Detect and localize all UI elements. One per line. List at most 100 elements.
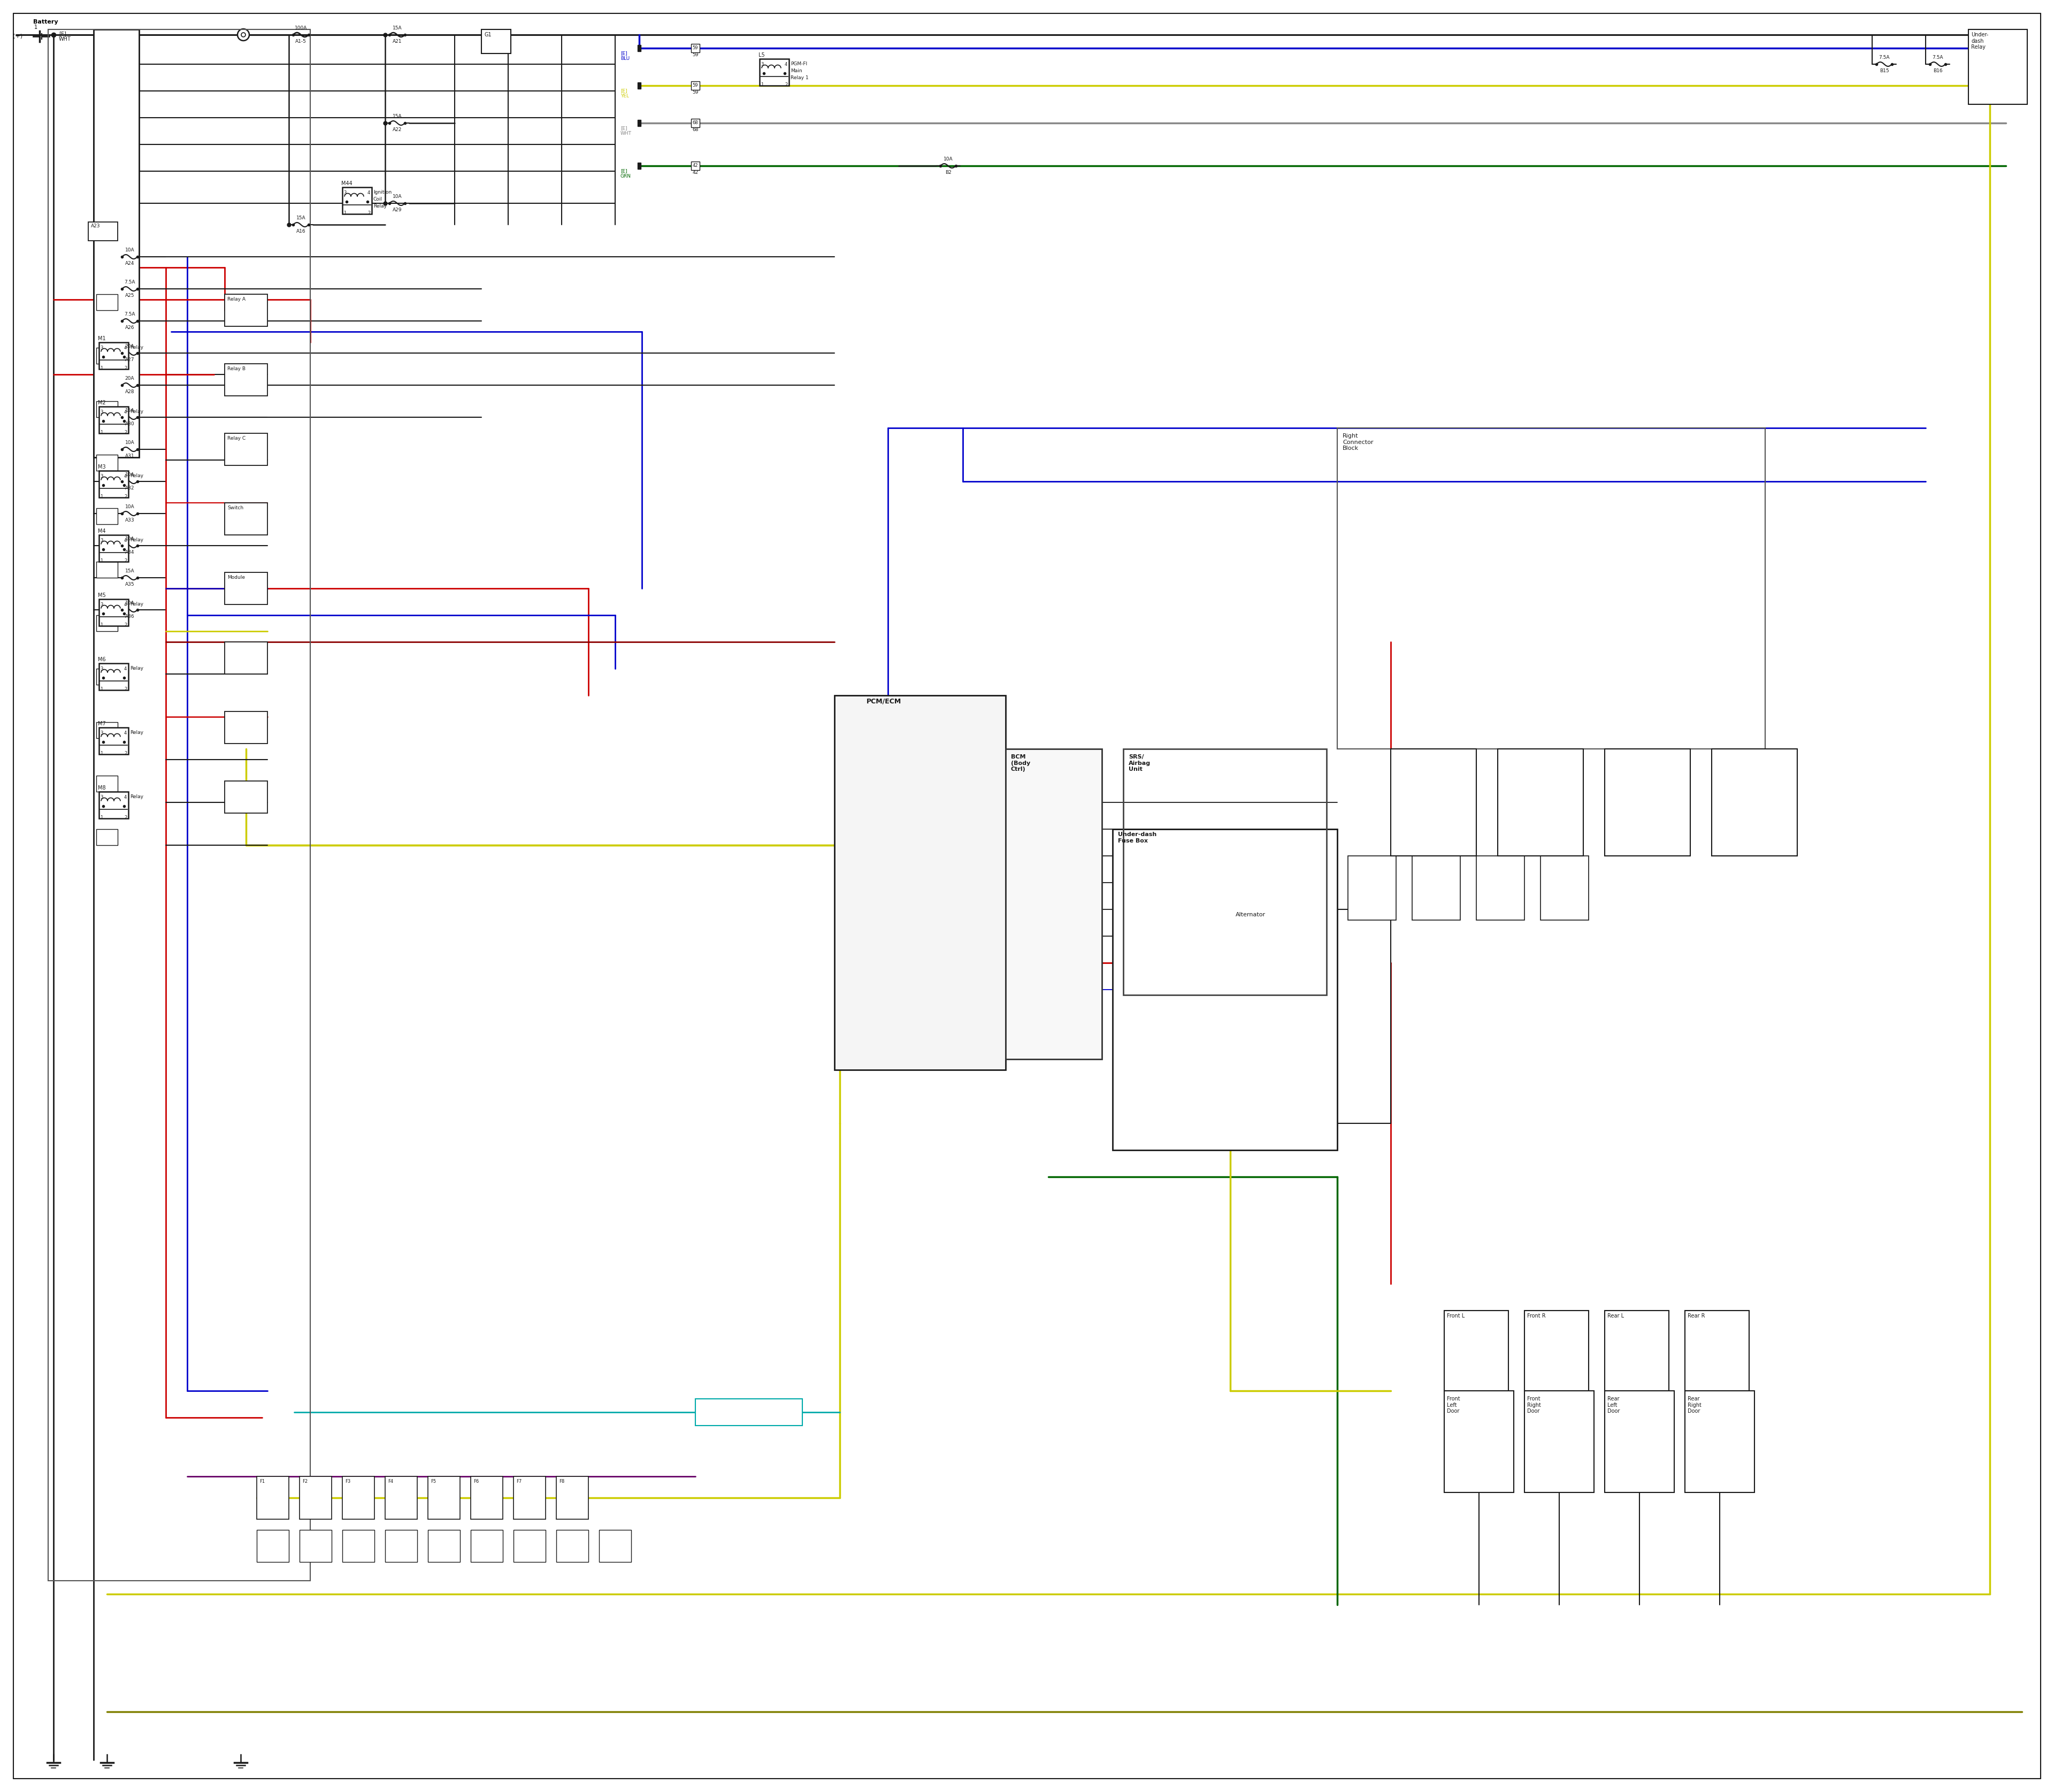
Bar [343, 1477, 374, 1520]
Text: Front
Left
Door: Front Left Door [1446, 1396, 1460, 1414]
Text: 2: 2 [123, 495, 127, 500]
Bar [97, 615, 117, 631]
Text: A33: A33 [125, 518, 134, 523]
Text: M6: M6 [99, 658, 105, 663]
Bar [1968, 29, 2027, 104]
Text: Front L: Front L [1446, 1314, 1465, 1319]
Bar [97, 401, 117, 418]
Bar [1006, 749, 1101, 1059]
Text: Relay: Relay [374, 204, 386, 208]
Text: M3: M3 [99, 464, 105, 470]
Bar [1230, 909, 1391, 1124]
Text: Battery: Battery [33, 20, 58, 25]
Text: 10A: 10A [125, 504, 134, 509]
Text: 3: 3 [101, 473, 103, 478]
Bar [514, 1477, 546, 1520]
Bar [97, 561, 117, 577]
Bar [257, 1477, 290, 1520]
Bar [1391, 749, 1477, 857]
Text: 7.5A: 7.5A [123, 312, 136, 317]
Bar [99, 342, 127, 369]
Text: Relay B: Relay B [228, 366, 246, 371]
Text: 3: 3 [101, 346, 103, 351]
Text: [E]: [E] [60, 30, 66, 36]
Bar [514, 1530, 546, 1563]
Text: 3: 3 [343, 190, 347, 195]
Text: Front R: Front R [1526, 1314, 1547, 1319]
Text: M1: M1 [99, 335, 105, 340]
Text: A35: A35 [125, 582, 134, 586]
Text: Alternator: Alternator [1237, 912, 1265, 918]
Text: 2: 2 [123, 559, 127, 563]
Bar [97, 668, 117, 685]
Bar [97, 348, 117, 364]
Text: Rear L: Rear L [1608, 1314, 1625, 1319]
Bar [224, 711, 267, 744]
Bar [1604, 1310, 1668, 1391]
Text: 68: 68 [692, 120, 698, 125]
Text: 2: 2 [368, 211, 370, 215]
Bar [690, 81, 700, 90]
Text: Module: Module [228, 575, 244, 581]
Text: 15A: 15A [296, 215, 306, 220]
Text: 15A: 15A [392, 115, 403, 118]
Text: [E]: [E] [620, 88, 626, 93]
Text: Under-dash
Fuse Box: Under-dash Fuse Box [1117, 831, 1156, 844]
Text: Relay: Relay [129, 794, 144, 799]
Text: A30: A30 [125, 421, 134, 426]
Text: A21: A21 [392, 39, 403, 43]
Bar [386, 1530, 417, 1563]
Text: 2: 2 [785, 82, 787, 88]
Text: 1: 1 [101, 430, 103, 435]
Text: WHT: WHT [60, 36, 72, 41]
Text: F3: F3 [345, 1478, 351, 1484]
Bar [257, 1530, 290, 1563]
Bar [1684, 1310, 1750, 1391]
Circle shape [238, 29, 249, 41]
Text: M8: M8 [99, 785, 105, 790]
Text: Right
Connector
Block: Right Connector Block [1343, 434, 1374, 452]
Text: A36: A36 [125, 615, 134, 618]
Text: 4: 4 [123, 731, 127, 735]
Text: 4: 4 [368, 190, 370, 195]
Text: A24: A24 [125, 262, 134, 265]
Bar [99, 792, 127, 819]
Text: 100A: 100A [294, 25, 308, 30]
Bar [343, 186, 372, 213]
Bar [1337, 428, 1764, 749]
Text: B16: B16 [1933, 68, 1943, 73]
Text: M2: M2 [99, 400, 105, 405]
Bar [481, 29, 511, 54]
Bar [1444, 1310, 1508, 1391]
Text: 3: 3 [760, 63, 764, 66]
Bar [97, 294, 117, 310]
Bar [600, 1530, 631, 1563]
Text: 10A: 10A [125, 473, 134, 477]
Text: F7: F7 [516, 1478, 522, 1484]
Text: F6: F6 [472, 1478, 479, 1484]
Bar [1347, 857, 1397, 919]
Text: 4: 4 [785, 63, 787, 66]
Text: 59: 59 [692, 47, 698, 50]
Bar [1604, 749, 1690, 857]
Text: 68: 68 [692, 127, 698, 133]
Text: PCM/ECM: PCM/ECM [867, 699, 902, 704]
Bar [99, 536, 127, 561]
Bar [1540, 857, 1588, 919]
Bar [637, 82, 641, 90]
Text: Main: Main [791, 68, 803, 73]
Text: 2: 2 [123, 430, 127, 435]
Circle shape [240, 32, 246, 38]
Bar [760, 59, 789, 86]
Bar [834, 695, 1006, 1070]
Bar [1524, 1391, 1594, 1493]
Text: 2: 2 [123, 815, 127, 821]
Bar [637, 120, 641, 125]
Text: B15: B15 [1879, 68, 1890, 73]
Text: A34: A34 [125, 550, 134, 556]
Text: PGM-FI: PGM-FI [791, 61, 807, 66]
Bar [557, 1530, 587, 1563]
Bar [224, 434, 267, 466]
Text: Relay: Relay [129, 729, 144, 735]
Text: Relay A: Relay A [228, 297, 246, 301]
